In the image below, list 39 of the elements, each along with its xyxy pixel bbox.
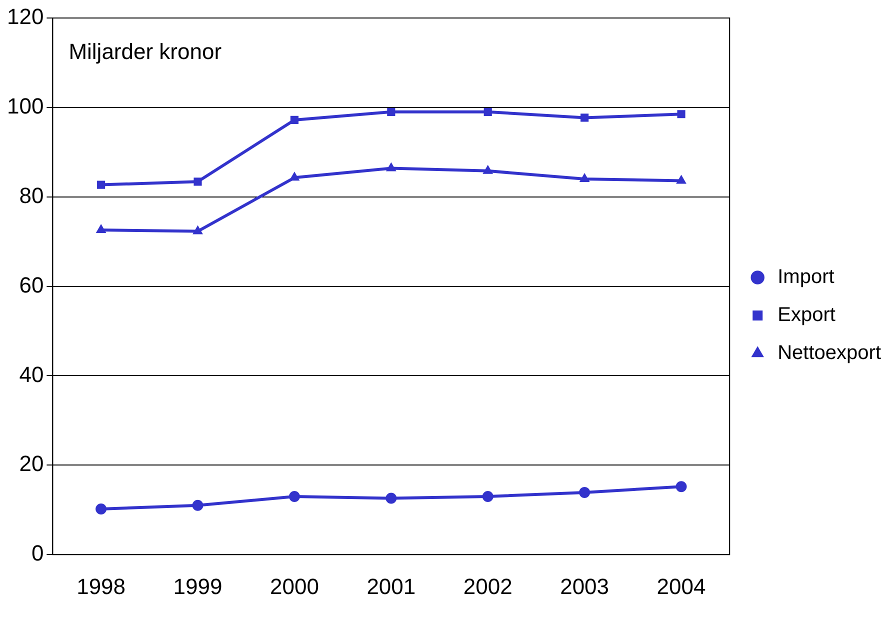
point [579,486,590,498]
x-tick-label: 2003 [560,574,610,599]
point [580,173,590,182]
point [482,490,494,502]
point [288,490,300,502]
y-tick-label: 20 [19,451,44,476]
legend-label: Export [778,304,836,326]
legend-label: Import [778,266,835,288]
point [386,162,396,172]
x-tick-label: 2002 [463,574,512,599]
point [194,178,202,186]
point [96,503,107,514]
point [677,110,686,118]
y-tick-label: 60 [19,272,44,298]
y-tick-label: 80 [19,182,44,208]
y-axis-title: Miljarder kronor [68,39,222,64]
x-tick-label: 2000 [270,574,319,599]
point [580,114,589,122]
point [192,500,204,511]
point [192,226,203,234]
y-tick-label: 0 [31,540,44,566]
x-tick-label: 2001 [366,574,416,599]
point [484,108,492,116]
y-tick-label: 100 [6,93,44,118]
point [676,481,687,492]
y-tick-label: 120 [6,4,44,30]
point [96,224,106,233]
y-tick-label: 40 [19,362,44,387]
point [386,492,397,504]
x-tick-label: 2004 [656,574,706,599]
point [387,108,396,116]
x-tick-label: 1998 [76,574,126,599]
x-tick-label: 1999 [173,574,222,599]
point [290,116,298,124]
point [483,165,493,174]
point [676,175,686,184]
point [97,180,106,189]
point [290,172,300,181]
legend-label: Nettoexport [778,342,882,364]
